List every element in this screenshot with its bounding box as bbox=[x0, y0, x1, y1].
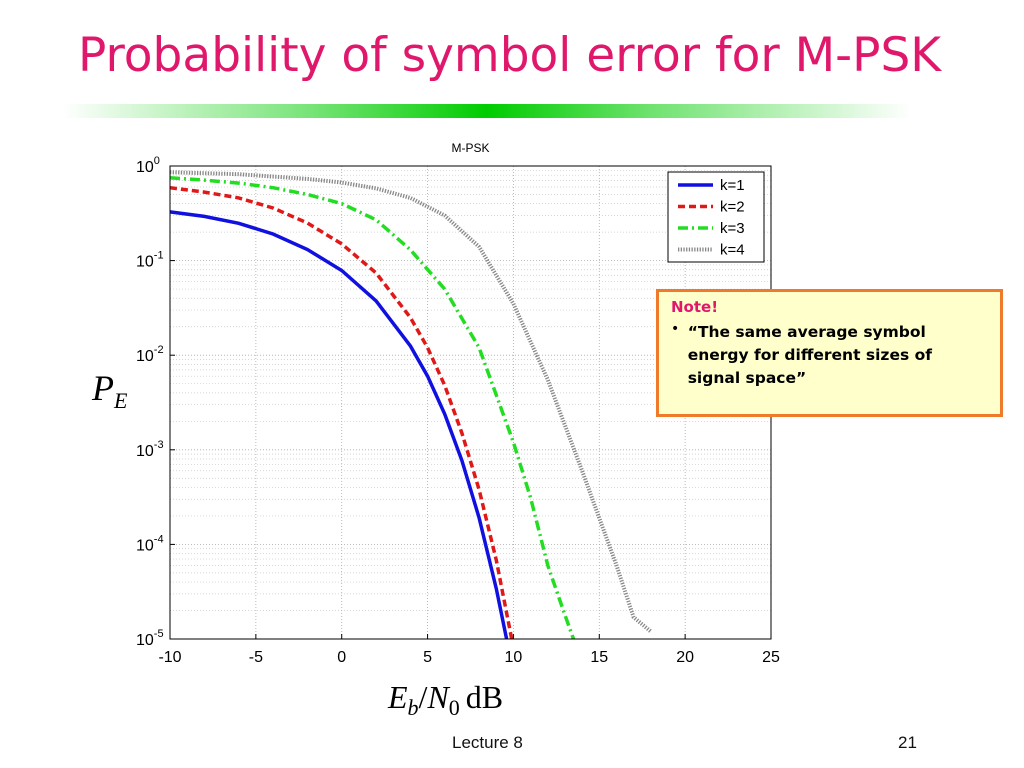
y-tick-label: 10-1 bbox=[136, 250, 164, 271]
x-axis-label: Eb/N0 dB bbox=[387, 679, 503, 720]
y-tick-label: 10-2 bbox=[136, 344, 164, 365]
bullet-icon: • bbox=[671, 321, 680, 337]
series-line-k-3 bbox=[169, 176, 576, 640]
legend-label: k=2 bbox=[720, 199, 745, 216]
x-tick-label: -5 bbox=[249, 649, 263, 666]
note-box: Note! • “The same average symbol energy … bbox=[656, 289, 1003, 417]
chart-title: M-PSK bbox=[451, 141, 489, 155]
series-line-k-2 bbox=[169, 185, 514, 640]
x-tick-label: 10 bbox=[505, 649, 523, 666]
series-line-k-4 bbox=[169, 170, 653, 634]
legend-label: k=4 bbox=[720, 242, 745, 259]
legend-label: k=1 bbox=[720, 177, 745, 194]
footer-lecture: Lecture 8 bbox=[452, 733, 523, 752]
x-tick-label: 20 bbox=[676, 649, 694, 666]
y-tick-label: 10-3 bbox=[136, 439, 164, 460]
title-underline bbox=[62, 104, 912, 118]
x-tick-label: 0 bbox=[337, 649, 346, 666]
x-tick-label: 25 bbox=[762, 649, 780, 666]
footer-page-number: 21 bbox=[898, 733, 917, 752]
x-tick-label: -10 bbox=[158, 649, 181, 666]
legend-box bbox=[667, 171, 765, 263]
x-tick-label: 5 bbox=[423, 649, 432, 666]
y-tick-label: 100 bbox=[136, 155, 160, 176]
y-tick-label: 10-5 bbox=[136, 628, 164, 649]
slide-title: Probability of symbol error for M-PSK bbox=[78, 28, 942, 83]
note-text: “The same average symbol energy for diff… bbox=[687, 323, 932, 387]
series-line-k-1 bbox=[169, 210, 509, 640]
legend-label: k=3 bbox=[720, 220, 745, 237]
y-tick-label: 10-4 bbox=[136, 533, 164, 554]
x-tick-label: 15 bbox=[590, 649, 608, 666]
note-item: • “The same average symbol energy for di… bbox=[671, 321, 988, 390]
y-axis-label: PE bbox=[91, 368, 128, 413]
note-heading: Note! bbox=[671, 298, 719, 316]
